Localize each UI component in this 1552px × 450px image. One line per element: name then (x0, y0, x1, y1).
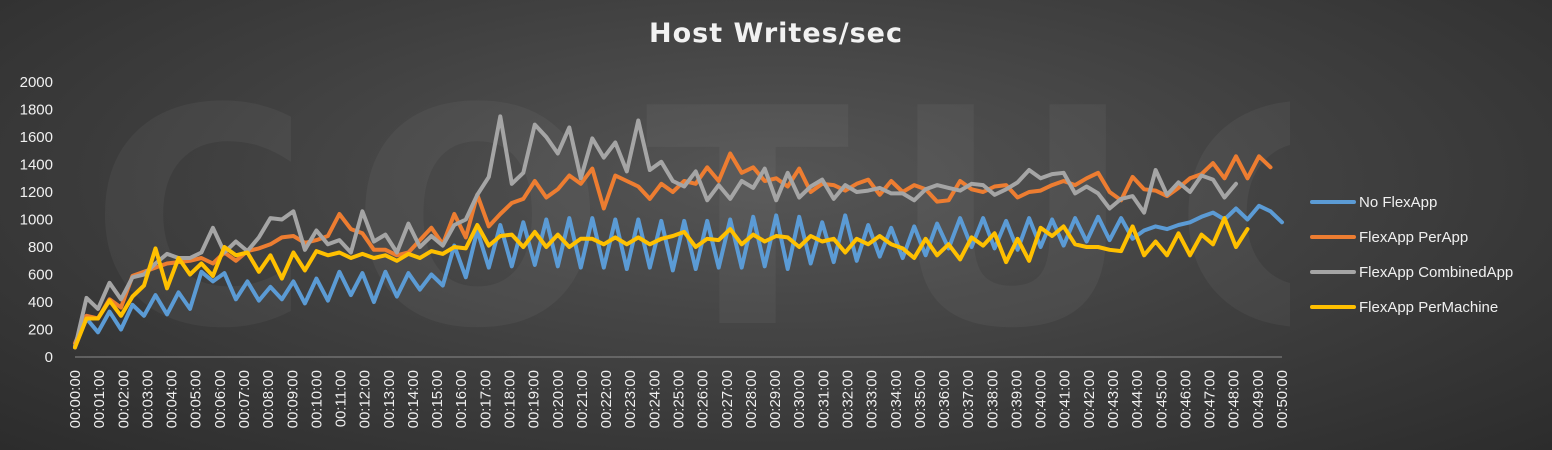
x-tick-label: 00:32:00 (839, 370, 856, 428)
x-tick-label: 00:22:00 (598, 370, 615, 428)
x-tick-label: 00:33:00 (864, 370, 881, 428)
x-tick-label: 00:15:00 (429, 370, 446, 428)
x-tick-label: 00:44:00 (1129, 370, 1146, 428)
watermark-text: COTUG (90, 60, 1290, 380)
x-tick-label: 00:14:00 (405, 370, 422, 428)
x-tick-label: 00:39:00 (1008, 370, 1025, 428)
x-tick-label: 00:30:00 (791, 370, 808, 428)
legend-label: No FlexApp (1359, 194, 1437, 211)
series-line-flexapp-combinedapp (73, 114, 1238, 350)
y-tick-label: 200 (28, 322, 53, 339)
y-tick-label: 0 (45, 349, 53, 366)
x-tick-label: 00:04:00 (164, 370, 181, 428)
x-tick-label: 00:19:00 (526, 370, 543, 428)
x-tick-label: 00:42:00 (1081, 370, 1098, 428)
x-tick-label: 00:12:00 (357, 370, 374, 428)
x-tick-label: 00:25:00 (671, 370, 688, 428)
x-tick-label: 00:27:00 (719, 370, 736, 428)
x-tick-label: 00:09:00 (284, 370, 301, 428)
x-tick-label: 00:40:00 (1033, 370, 1050, 428)
x-tick-label: 00:46:00 (1177, 370, 1194, 428)
x-tick-label: 00:31:00 (815, 370, 832, 428)
x-tick-label: 00:21:00 (574, 370, 591, 428)
x-tick-label: 00:16:00 (453, 370, 470, 428)
y-tick-label: 2000 (20, 74, 53, 91)
y-tick-label: 1400 (20, 157, 53, 174)
x-tick-label: 00:38:00 (984, 370, 1001, 428)
x-tick-label: 00:34:00 (888, 370, 905, 428)
x-tick-label: 00:43:00 (1105, 370, 1122, 428)
y-tick-label: 400 (28, 294, 53, 311)
x-tick-label: 00:00:00 (67, 370, 84, 428)
x-tick-label: 00:41:00 (1057, 370, 1074, 428)
legend-label: FlexApp PerMachine (1359, 299, 1498, 316)
x-tick-label: 00:06:00 (212, 370, 229, 428)
y-tick-label: 800 (28, 239, 53, 256)
y-tick-label: 1000 (20, 212, 53, 229)
x-tick-label: 00:23:00 (622, 370, 639, 428)
y-tick-label: 600 (28, 267, 53, 284)
x-tick-label: 00:10:00 (308, 370, 325, 428)
legend-label: FlexApp CombinedApp (1359, 264, 1513, 281)
x-tick-label: 00:18:00 (502, 370, 519, 428)
x-tick-label: 00:48:00 (1226, 370, 1243, 428)
x-tick-label: 00:13:00 (381, 370, 398, 428)
y-tick-label: 1800 (20, 102, 53, 119)
x-tick-label: 00:20:00 (550, 370, 567, 428)
x-tick-label: 00:49:00 (1250, 370, 1267, 428)
x-tick-label: 00:45:00 (1153, 370, 1170, 428)
legend-label: FlexApp PerApp (1359, 229, 1468, 246)
x-tick-label: 00:36:00 (936, 370, 953, 428)
x-tick-label: 00:02:00 (115, 370, 132, 428)
x-tick-label: 00:01:00 (91, 370, 108, 428)
x-tick-label: 00:08:00 (260, 370, 277, 428)
x-tick-label: 00:28:00 (743, 370, 760, 428)
x-tick-label: 00:37:00 (960, 370, 977, 428)
x-tick-label: 00:35:00 (912, 370, 929, 428)
x-tick-label: 00:05:00 (188, 370, 205, 428)
x-tick-label: 00:17:00 (477, 370, 494, 428)
y-tick-label: 1200 (20, 184, 53, 201)
y-tick-label: 1600 (20, 129, 53, 146)
series-line-no-flexapp (73, 203, 1284, 348)
x-tick-label: 00:07:00 (236, 370, 253, 428)
chart-title: Host Writes/sec (649, 18, 903, 49)
x-tick-label: 00:29:00 (767, 370, 784, 428)
series-line-flexapp-permachine (73, 216, 1250, 350)
x-tick-label: 00:50:00 (1274, 370, 1291, 428)
x-tick-label: 00:47:00 (1202, 370, 1219, 428)
x-tick-label: 00:26:00 (695, 370, 712, 428)
x-tick-label: 00:24:00 (646, 370, 663, 428)
x-tick-label: 00:03:00 (139, 370, 156, 428)
x-tick-label: 00:11:00 (333, 370, 350, 427)
